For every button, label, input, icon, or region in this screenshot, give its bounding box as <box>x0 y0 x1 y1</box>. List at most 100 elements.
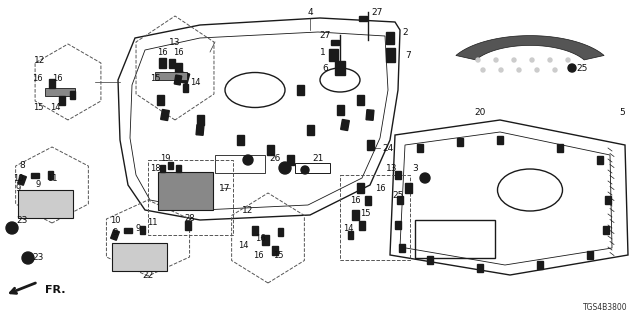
Circle shape <box>499 68 503 72</box>
Text: 14: 14 <box>343 223 353 233</box>
Bar <box>557 144 563 152</box>
Bar <box>45 88 75 96</box>
Circle shape <box>571 68 575 72</box>
Bar <box>168 162 173 169</box>
Bar <box>359 15 367 20</box>
Bar <box>335 61 345 75</box>
Text: 4: 4 <box>307 7 313 17</box>
Text: 11: 11 <box>47 173 57 182</box>
Text: 6: 6 <box>322 63 328 73</box>
Text: 25: 25 <box>392 190 404 199</box>
Bar <box>196 125 204 135</box>
Bar <box>180 72 189 84</box>
Text: 1: 1 <box>320 47 326 57</box>
Circle shape <box>6 222 18 234</box>
Bar <box>348 231 353 239</box>
Text: 16: 16 <box>52 74 62 83</box>
Text: 3: 3 <box>412 164 418 172</box>
Circle shape <box>279 162 291 174</box>
Text: 27: 27 <box>371 7 383 17</box>
Circle shape <box>530 58 534 62</box>
Text: FR.: FR. <box>45 285 65 295</box>
Text: 27: 27 <box>319 30 331 39</box>
Bar <box>597 156 603 164</box>
Text: 13: 13 <box>387 164 397 172</box>
Bar <box>49 78 55 87</box>
Bar <box>537 261 543 269</box>
Bar <box>395 171 401 179</box>
Bar <box>603 226 609 234</box>
Bar <box>417 144 423 152</box>
Text: 10: 10 <box>109 215 120 225</box>
Circle shape <box>517 68 521 72</box>
Text: 11: 11 <box>147 218 157 227</box>
Bar <box>587 251 593 259</box>
Bar <box>385 48 394 62</box>
Text: 14: 14 <box>189 77 200 86</box>
Bar <box>296 85 303 95</box>
Circle shape <box>512 58 516 62</box>
Bar <box>159 164 164 172</box>
Bar <box>356 95 364 105</box>
Circle shape <box>420 173 430 183</box>
Bar <box>287 155 294 165</box>
Bar <box>328 49 337 61</box>
Bar <box>415 220 495 258</box>
Text: 15: 15 <box>33 102 44 111</box>
Text: 8: 8 <box>19 161 25 170</box>
Text: 19: 19 <box>160 154 170 163</box>
Bar <box>272 245 278 254</box>
Bar <box>196 115 204 125</box>
Circle shape <box>22 252 34 264</box>
Bar <box>340 119 349 131</box>
Circle shape <box>566 58 570 62</box>
Bar <box>295 163 330 173</box>
Circle shape <box>535 68 539 72</box>
Bar <box>148 160 233 235</box>
Bar <box>155 72 187 80</box>
Text: 12: 12 <box>35 55 45 65</box>
Circle shape <box>553 68 557 72</box>
Text: 7: 7 <box>405 51 411 60</box>
Text: 14: 14 <box>50 102 60 111</box>
Circle shape <box>481 68 485 72</box>
Text: 20: 20 <box>474 108 486 116</box>
Text: 16: 16 <box>157 47 167 57</box>
Text: 16: 16 <box>374 183 385 193</box>
Bar <box>366 110 374 120</box>
Text: 16: 16 <box>32 74 42 83</box>
Bar <box>159 58 166 68</box>
Text: 16: 16 <box>349 196 360 204</box>
Text: 25: 25 <box>576 63 588 73</box>
Text: 12: 12 <box>243 205 253 214</box>
Bar <box>252 226 258 235</box>
Text: 24: 24 <box>382 143 394 153</box>
Text: 18: 18 <box>150 164 160 172</box>
Bar <box>47 171 52 179</box>
Text: 16: 16 <box>255 234 266 243</box>
Bar <box>427 256 433 264</box>
Bar <box>404 183 412 193</box>
Text: 15: 15 <box>360 209 371 218</box>
Bar <box>262 235 269 245</box>
Bar <box>365 196 371 204</box>
Bar <box>215 155 265 173</box>
Bar <box>161 109 170 121</box>
Bar <box>497 136 503 144</box>
Bar <box>185 220 191 229</box>
Bar <box>307 125 314 135</box>
Text: 5: 5 <box>619 108 625 116</box>
Bar <box>278 228 282 236</box>
Text: 9: 9 <box>136 223 141 233</box>
Text: 22: 22 <box>142 270 154 279</box>
Text: 13: 13 <box>169 37 180 46</box>
Text: 23: 23 <box>16 215 28 225</box>
Bar <box>359 220 365 229</box>
Bar <box>175 63 182 73</box>
Text: 15: 15 <box>273 251 284 260</box>
Bar <box>70 91 74 99</box>
Bar <box>31 172 39 178</box>
Circle shape <box>476 58 480 62</box>
Text: 26: 26 <box>269 154 281 163</box>
Bar <box>477 264 483 272</box>
